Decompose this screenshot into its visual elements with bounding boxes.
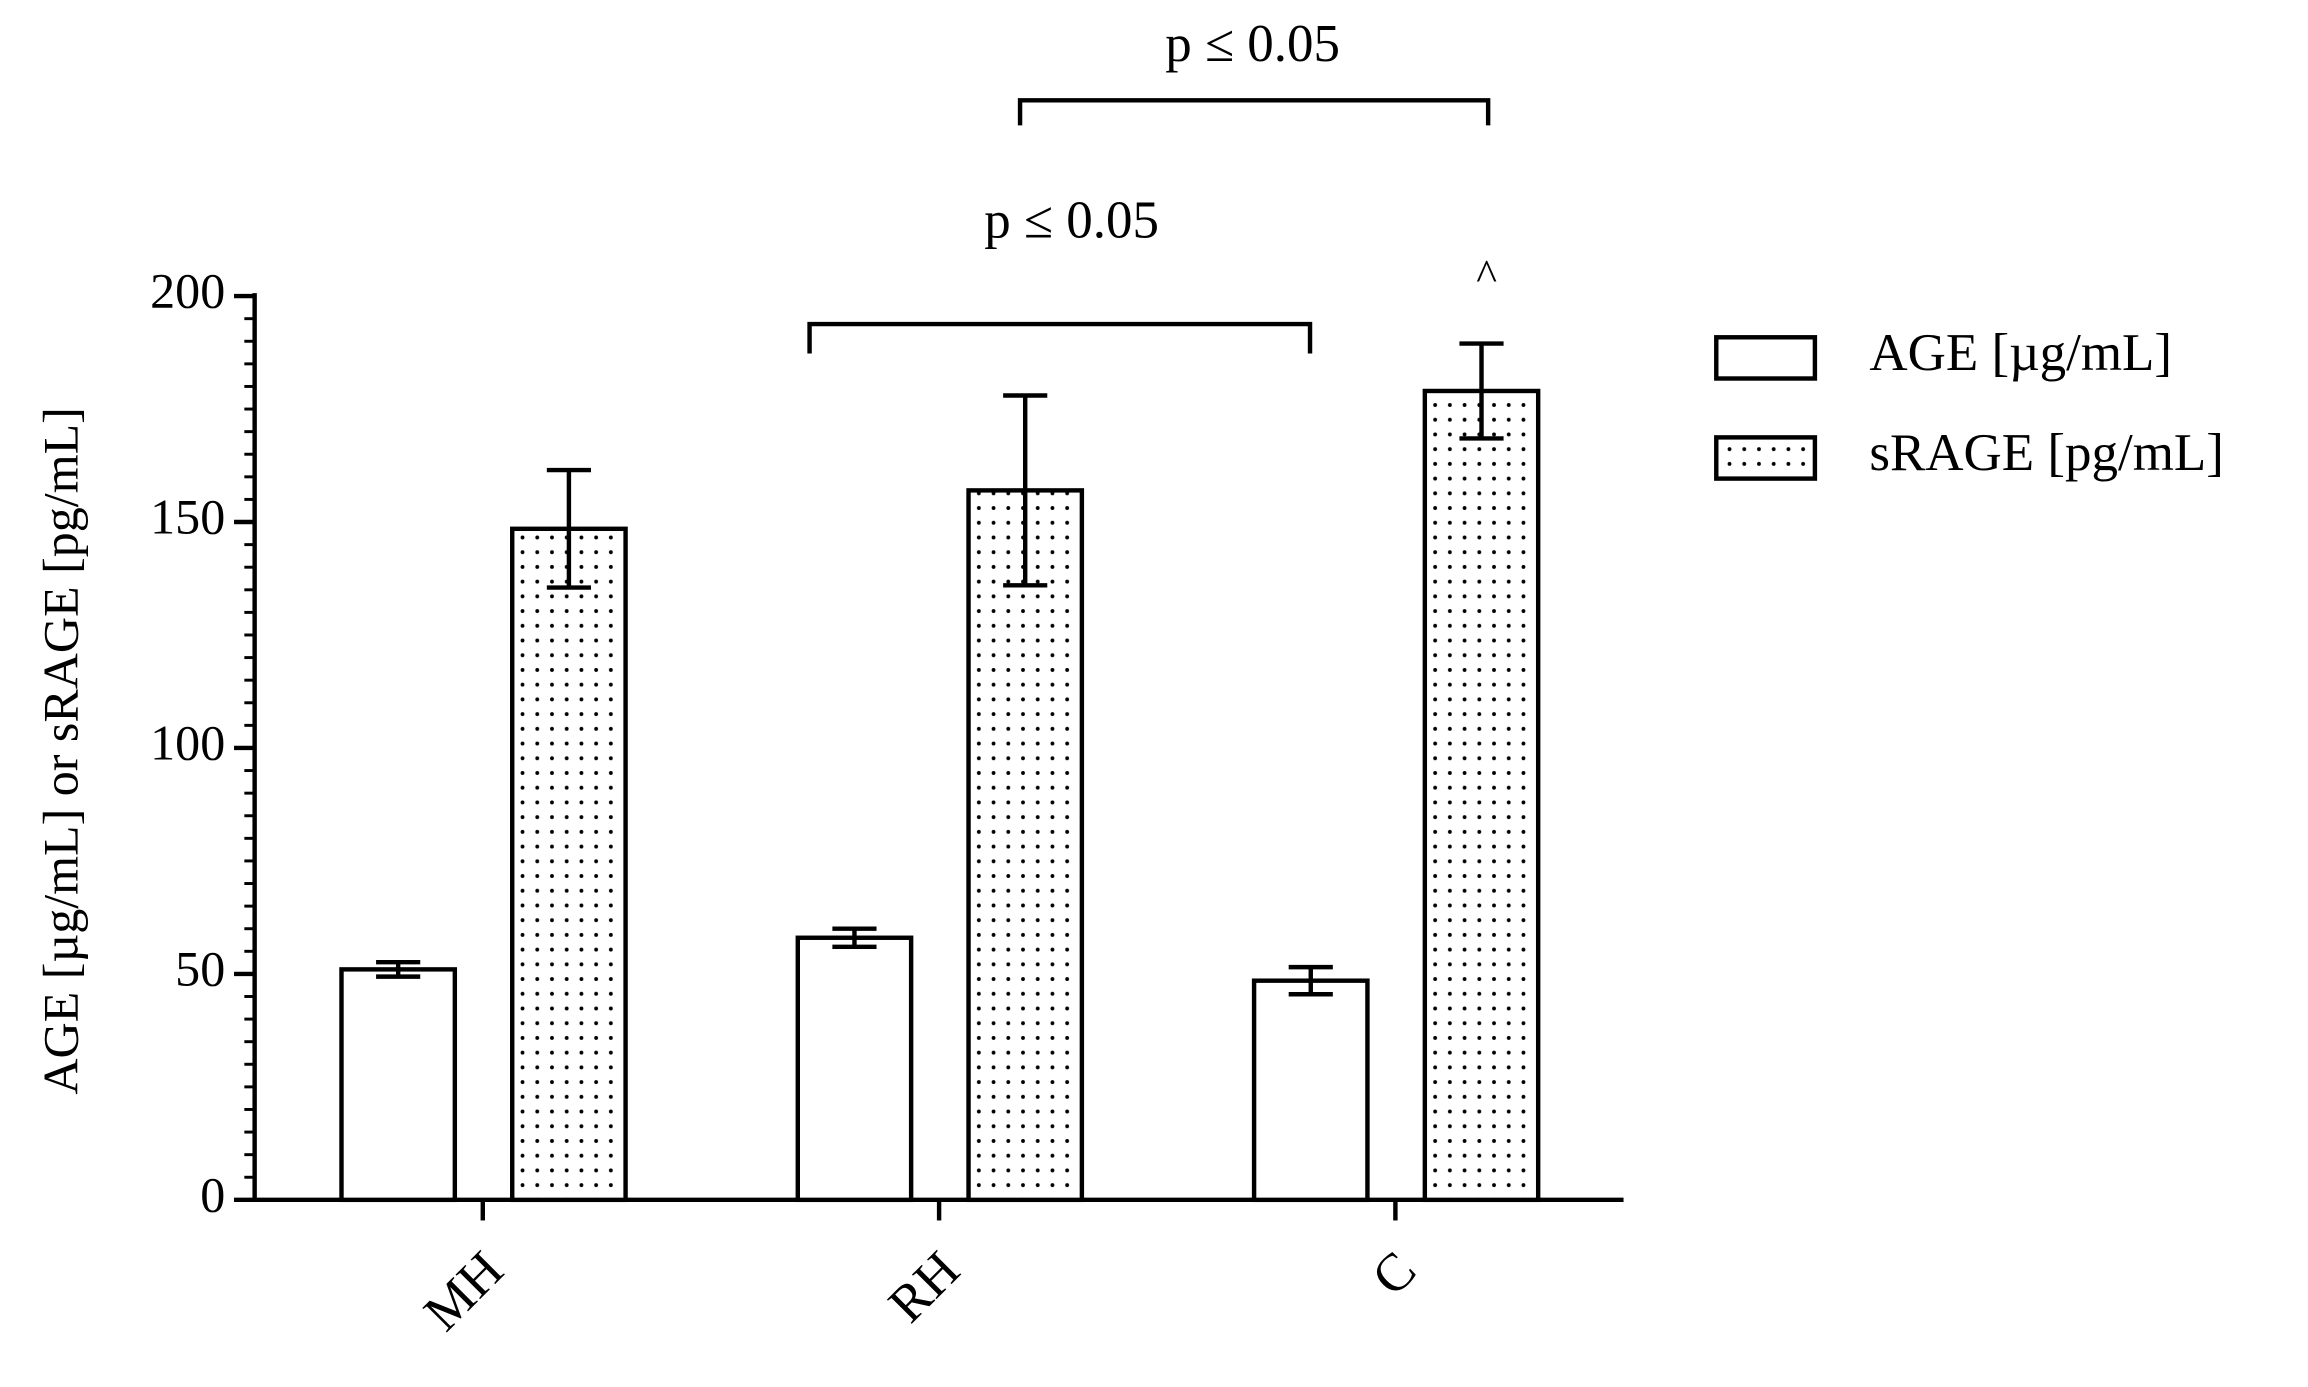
error-bar <box>1288 964 1333 997</box>
error-bar <box>1459 341 1504 441</box>
legend-label: sRAGE [pg/mL] <box>1869 424 2224 482</box>
annotation: p ≤ 0.05 <box>984 192 1159 250</box>
bar <box>1422 388 1541 1203</box>
x-tick-label: RH <box>878 1241 971 1334</box>
significance-bracket <box>807 321 1313 354</box>
y-tick-label: 150 <box>150 489 225 545</box>
legend-swatch <box>1714 435 1818 481</box>
legend-swatch <box>1714 335 1818 381</box>
bar <box>966 488 1085 1203</box>
y-tick-label: 200 <box>150 263 225 319</box>
error-bar <box>376 959 421 979</box>
x-tick-label: C <box>1361 1241 1427 1307</box>
bar <box>339 967 458 1203</box>
y-tick-label: 50 <box>175 940 225 996</box>
significance-bracket <box>1017 98 1491 126</box>
y-tick-label: 0 <box>200 1166 225 1222</box>
annotation: ^ <box>1476 251 1497 300</box>
error-bar <box>546 467 591 590</box>
bar <box>510 526 628 1203</box>
error-bar <box>1003 393 1048 588</box>
legend-label: AGE [µg/mL] <box>1869 324 2172 382</box>
y-axis-label: AGE [µg/mL] or sRAGE [pg/mL] <box>33 407 89 1094</box>
y-tick-label: 100 <box>150 714 225 770</box>
bar <box>1251 978 1370 1203</box>
error-bar <box>832 926 877 949</box>
annotation: p ≤ 0.05 <box>1165 15 1340 73</box>
x-tick-label: MH <box>413 1241 514 1342</box>
bar <box>795 935 914 1203</box>
